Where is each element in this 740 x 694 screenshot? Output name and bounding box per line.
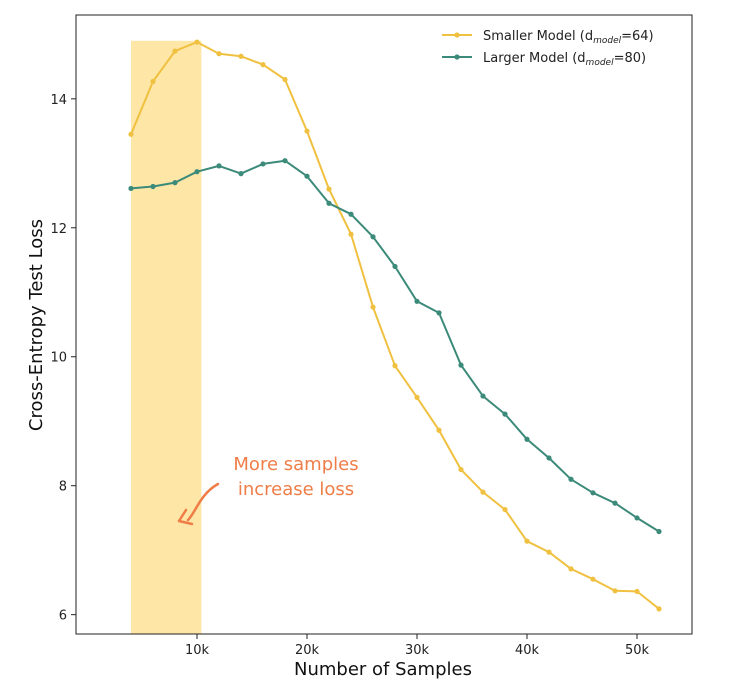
data-point [304, 173, 310, 179]
data-point [436, 310, 442, 316]
data-point [238, 53, 244, 59]
data-point [480, 489, 486, 495]
data-point [502, 411, 508, 417]
data-point [348, 231, 354, 237]
data-point [436, 427, 442, 433]
legend-marker [454, 54, 460, 60]
y-tick-label: 14 [50, 93, 67, 108]
data-point [128, 131, 134, 137]
data-point [568, 476, 574, 482]
data-point [282, 158, 288, 164]
data-point [458, 466, 464, 473]
data-point [128, 185, 134, 192]
data-point [524, 436, 530, 442]
data-point [392, 363, 398, 369]
data-point [612, 500, 618, 506]
data-point [480, 393, 486, 399]
y-tick-label: 10 [50, 351, 67, 366]
series-line [130, 159, 660, 533]
data-point [370, 304, 376, 310]
data-point [568, 566, 574, 572]
legend-entry-1: Smaller Model (dmodel=64) [442, 29, 654, 46]
data-point [238, 171, 244, 177]
data-point [634, 588, 640, 595]
y-tick-label: 12 [50, 222, 67, 237]
data-point [304, 128, 310, 134]
x-tick-label: 30k [405, 643, 430, 658]
data-point [172, 180, 178, 186]
annotation-line-1: More samples [233, 454, 358, 475]
x-axis: 10k 20k 30k 40k 50k [185, 634, 650, 658]
data-point [414, 298, 420, 304]
data-point [392, 263, 398, 270]
legend-label: Larger Model (dmodel=80) [483, 51, 646, 68]
x-tick-label: 20k [295, 643, 320, 658]
data-point [656, 606, 662, 612]
data-point [216, 163, 222, 169]
data-point [590, 576, 596, 582]
series-layer [128, 39, 662, 612]
data-point [458, 362, 464, 368]
annotation-line-2: increase loss [238, 479, 354, 500]
data-point [194, 169, 200, 175]
data-point [414, 394, 420, 400]
y-tick-label: 8 [59, 480, 67, 495]
x-axis-title: Number of Samples [294, 659, 472, 680]
data-point [260, 161, 266, 167]
x-tick-label: 10k [185, 643, 210, 658]
legend: Smaller Model (dmodel=64) Larger Model (d… [442, 29, 654, 68]
data-point [282, 76, 288, 83]
data-point [656, 528, 662, 535]
data-point [194, 39, 200, 45]
data-point [216, 51, 222, 57]
data-point [150, 78, 156, 85]
series-1 [128, 39, 662, 612]
data-point [634, 515, 640, 521]
annotation-arrow [186, 482, 220, 522]
data-point [546, 549, 552, 555]
highlight-region-layer [131, 40, 202, 634]
x-tick-label: 50k [625, 643, 650, 658]
series-2 [128, 158, 662, 535]
data-point [172, 48, 178, 54]
data-point [502, 506, 508, 513]
legend-entry-2: Larger Model (dmodel=80) [442, 51, 646, 68]
legend-label: Smaller Model (dmodel=64) [483, 29, 654, 46]
annotation-arrowhead [177, 508, 194, 526]
legend-marker [454, 32, 460, 38]
y-axis: 6 8 10 12 14 [50, 93, 76, 624]
y-axis-title: Cross-Entropy Test Loss [26, 219, 47, 431]
data-point [546, 455, 552, 461]
series-line [130, 41, 660, 610]
data-point [348, 211, 354, 217]
data-point [326, 200, 332, 206]
data-point [524, 538, 530, 544]
data-point [150, 183, 156, 190]
plot-area [75, 14, 693, 635]
annotation: More samples increase loss [177, 454, 359, 526]
data-point [370, 234, 376, 240]
data-point [590, 490, 596, 496]
data-point [326, 186, 332, 192]
data-point [612, 588, 618, 594]
highlight-region [131, 40, 202, 634]
y-tick-label: 6 [59, 609, 67, 624]
data-point [260, 62, 266, 68]
x-tick-label: 40k [515, 643, 540, 658]
